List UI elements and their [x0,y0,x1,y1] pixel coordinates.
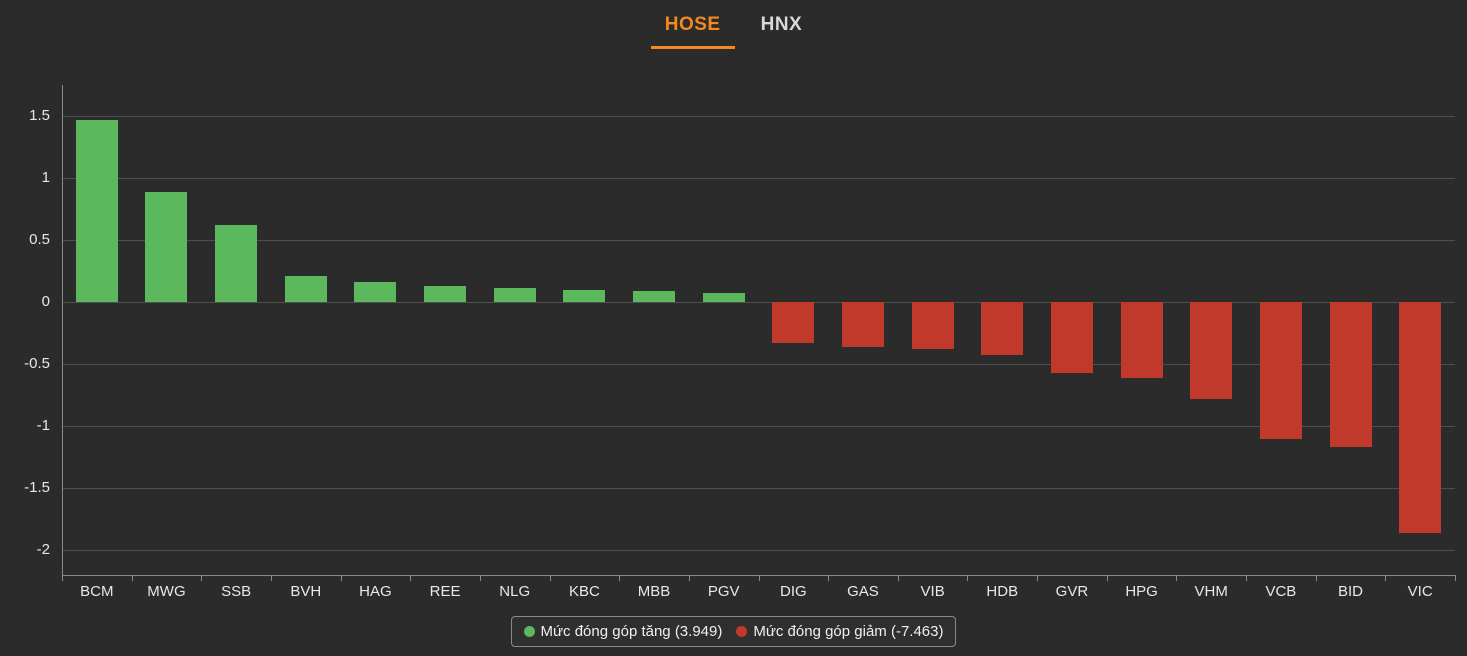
x-axis-label-NLG: NLG [499,583,531,600]
x-axis-tick [619,575,620,581]
x-axis-tick [410,575,411,581]
x-axis-label-HPG: HPG [1125,583,1158,600]
x-axis-label-KBC: KBC [568,583,600,600]
x-axis-label-PGV: PGV [707,583,740,600]
gridline [62,240,1455,242]
x-axis-label-GAS: GAS [847,583,879,600]
x-axis-tick [1385,575,1386,581]
decrease-dot-icon [736,626,748,637]
legend-label-decrease: Mức đóng góp giảm (-7.463) [753,623,944,640]
x-axis-label-BID: BID [1338,583,1364,600]
tab-hose[interactable]: HOSE [650,14,735,49]
gridline [62,178,1455,180]
x-axis-label-GVR: GVR [1055,583,1089,600]
bar-HPG[interactable] [1121,302,1163,378]
bar-BCM[interactable] [76,119,118,303]
legend-item-increase[interactable]: Mức đóng góp tăng (3.949) [523,623,723,640]
x-axis-tick [1246,575,1247,581]
y-axis-tick-label: 1 [41,169,50,187]
gridline [62,116,1455,117]
x-axis-tick [271,575,272,581]
bar-PGV[interactable] [703,293,745,303]
legend-item-decrease[interactable]: Mức đóng góp giảm (-7.463) [736,623,943,640]
bar-REE[interactable] [424,285,466,303]
x-axis-label-VIC: VIC [1407,583,1433,600]
x-axis-label-MWG: MWG [147,583,186,600]
bar-HDB[interactable] [981,302,1023,356]
bar-VCB[interactable] [1260,302,1302,439]
x-axis-label-VCB: VCB [1265,583,1297,600]
gridline [62,550,1455,552]
y-axis-tick-label: -0.5 [24,355,50,373]
x-axis-tick [967,575,968,581]
x-axis-tick [1037,575,1038,581]
chart-legend: Mức đóng góp tăng (3.949) Mức đóng góp g… [510,616,957,647]
bar-VIC[interactable] [1399,302,1441,533]
x-axis-tick [132,575,133,581]
bar-GVR[interactable] [1051,302,1093,373]
x-axis-tick [201,575,202,581]
y-axis-tick-label: -2 [36,541,50,559]
exchange-tabs: HOSE HNX [0,14,1467,49]
bar-MWG[interactable] [145,191,187,303]
tab-hnx[interactable]: HNX [760,14,803,35]
bar-MBB[interactable] [633,290,675,303]
x-axis-tick [1316,575,1317,581]
x-axis-label-DIG: DIG [779,583,807,600]
bar-KBC[interactable] [563,289,605,303]
x-axis-tick [62,575,63,581]
x-axis-label-VIB: VIB [920,583,945,600]
y-axis-line [62,85,63,575]
y-axis-tick-label: 1.5 [29,107,50,124]
gridline [62,488,1455,490]
bar-BID[interactable] [1330,302,1372,448]
x-axis-label-HAG: HAG [359,583,392,600]
legend-label-increase: Mức đóng góp tăng (3.949) [540,623,723,640]
bar-GAS[interactable] [842,302,884,347]
x-axis-tick [1176,575,1177,581]
x-axis-label-SSB: SSB [221,583,252,600]
y-axis-tick-label: 0.5 [29,231,50,249]
x-axis-tick [898,575,899,581]
x-axis-tick [1455,575,1456,581]
x-axis-label-REE: REE [429,583,461,600]
x-axis-line [62,575,1455,576]
bar-BVH[interactable] [285,276,327,303]
x-axis-tick [1107,575,1108,581]
x-axis-label-BVH: BVH [290,583,322,600]
gridline [62,302,1455,304]
x-axis-label-MBB: MBB [637,583,671,600]
x-axis-label-BCM: BCM [80,583,114,600]
x-axis-tick [550,575,551,581]
y-axis-tick-label: -1.5 [24,479,50,497]
y-axis-tick-label: -1 [36,417,50,435]
bar-NLG[interactable] [494,288,536,303]
bar-DIG[interactable] [772,302,814,343]
bar-SSB[interactable] [215,225,257,303]
x-axis-tick [828,575,829,581]
bar-VIB[interactable] [912,302,954,350]
y-axis-tick-label: 0 [41,293,50,311]
gridline [62,364,1455,366]
gridline [62,426,1455,428]
bar-HAG[interactable] [354,282,396,303]
x-axis-label-HDB: HDB [986,583,1019,600]
increase-dot-icon [523,626,535,637]
x-axis-tick [759,575,760,581]
x-axis-tick [341,575,342,581]
x-axis-tick [689,575,690,581]
bar-VHM[interactable] [1190,302,1232,399]
x-axis-label-VHM: VHM [1194,583,1228,600]
x-axis-tick [480,575,481,581]
